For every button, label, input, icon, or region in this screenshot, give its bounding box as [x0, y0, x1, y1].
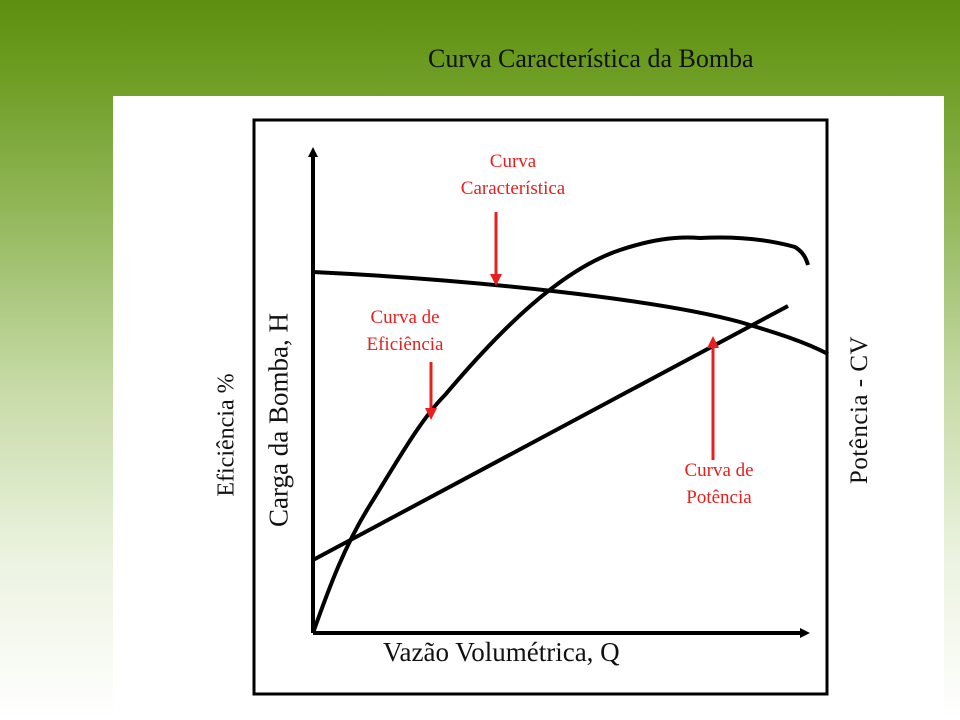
head-curve-annotation-line1: Curva: [489, 151, 537, 172]
head-curve-annotation: Curva Característica: [438, 148, 588, 202]
power-curve-annotation-line2: Potência: [686, 487, 752, 508]
power-axis-label: Potência - CV: [846, 335, 873, 485]
power-curve-annotation: Curva de Potência: [658, 457, 780, 511]
power-curve: [312, 304, 789, 562]
x-axis-label: Vazão Volumétrica, Q: [383, 637, 620, 667]
slide-title: Curva Característica da Bomba: [428, 44, 754, 73]
head-axis-label: Carga da Bomba, H: [263, 313, 294, 527]
diagram-panel: [113, 96, 944, 720]
efficiency-curve-annotation-line2: Eficiência: [366, 334, 444, 355]
efficiency-curve-annotation: Curva de Eficiência: [344, 304, 466, 358]
efficiency-curve-annotation-line1: Curva de: [370, 307, 440, 328]
efficiency-axis-label: Eficiência %: [213, 373, 240, 497]
head-curve: [312, 270, 829, 356]
power-curve-annotation-line1: Curva de: [684, 460, 754, 481]
diagram-frame: [252, 118, 829, 696]
head-curve-annotation-line2: Característica: [460, 178, 566, 199]
efficiency-curve: [311, 235, 810, 634]
